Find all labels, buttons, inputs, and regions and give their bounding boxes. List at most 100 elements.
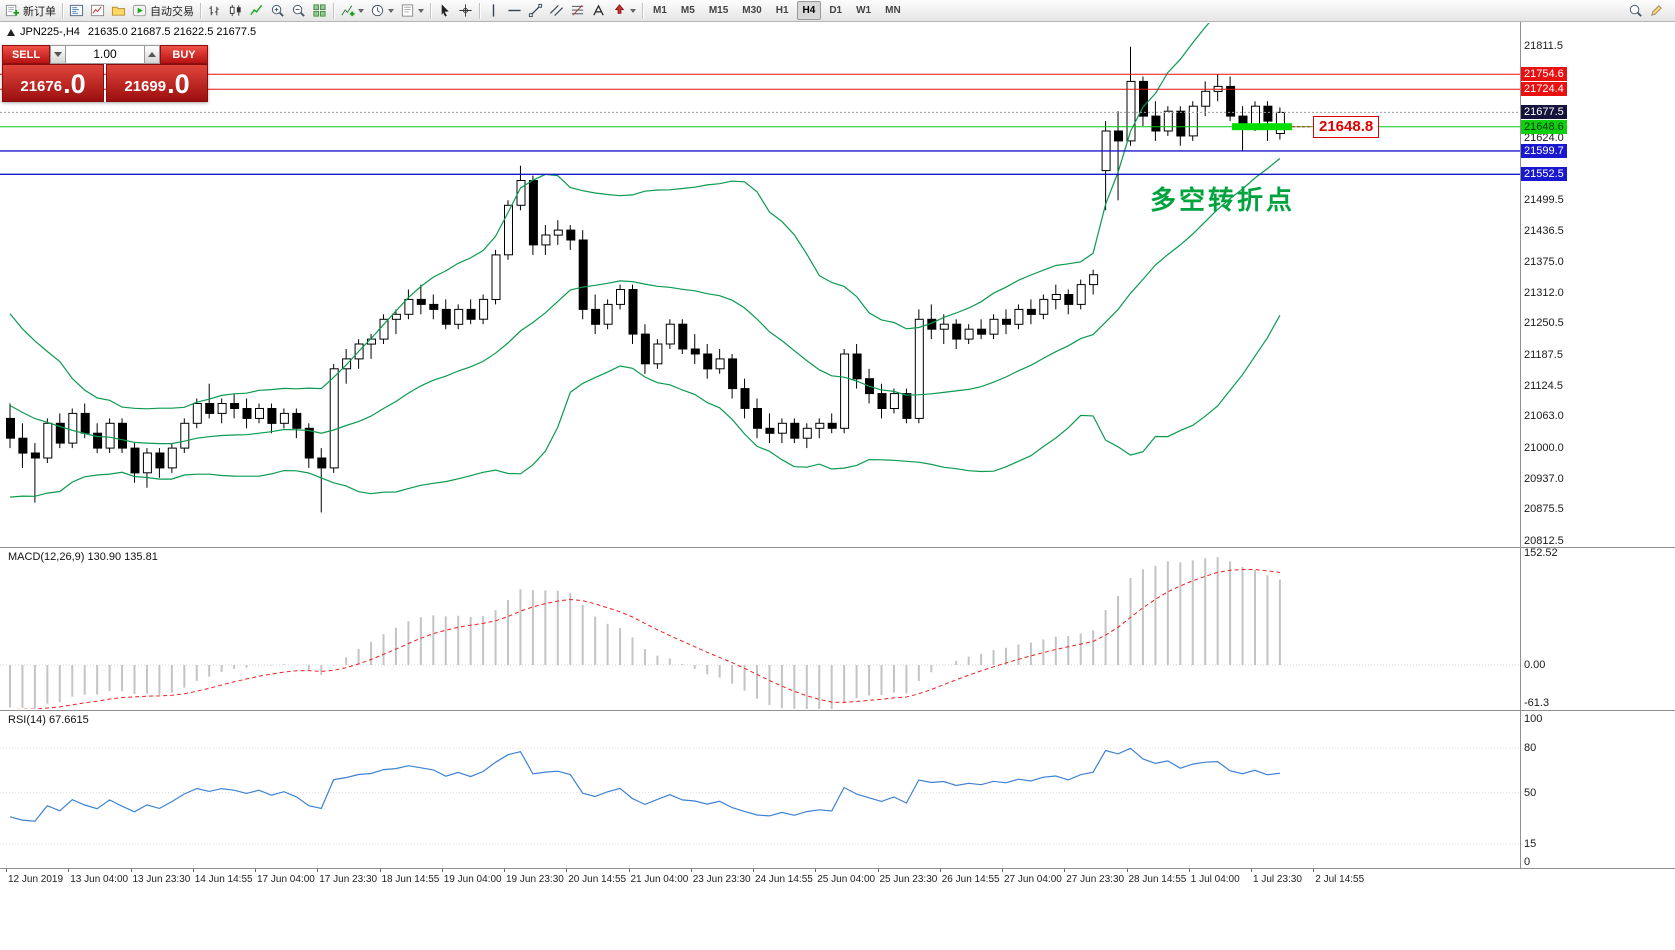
- ohlc-values: 21635.0 21687.5 21622.5 21677.5: [87, 26, 257, 38]
- market-depth-button[interactable]: [67, 1, 86, 20]
- new-order-button[interactable]: 新订单: [3, 1, 58, 20]
- templates-button[interactable]: [398, 1, 426, 20]
- volume-increase-button[interactable]: [144, 45, 160, 64]
- buy-price-display[interactable]: 21699 .0: [106, 64, 208, 102]
- time-axis-tick: [877, 869, 879, 872]
- buy-button[interactable]: BUY: [160, 45, 208, 64]
- time-axis-label: 13 Jun 23:30: [132, 874, 191, 885]
- time-axis-tick: [255, 869, 256, 872]
- timeframe-m15-button[interactable]: M15: [708, 5, 729, 16]
- time-axis-tick: [1188, 869, 1190, 872]
- rsi-scale-label: 50: [1524, 786, 1537, 799]
- timeframe-h1-button[interactable]: H1: [775, 5, 789, 16]
- price-scale-label: 21499.5: [1524, 194, 1564, 207]
- cursor-button[interactable]: [435, 1, 454, 20]
- vertical-line-button[interactable]: [484, 1, 503, 20]
- bar-chart-button[interactable]: [205, 1, 224, 20]
- price-scale-badge-blue: 21599.7: [1521, 143, 1567, 158]
- zoom-out-button[interactable]: [289, 1, 308, 20]
- timeframe-m5-button[interactable]: M5: [680, 5, 695, 16]
- tile-windows-button[interactable]: [310, 1, 329, 20]
- price-scale-badge-green: 21648.6: [1521, 119, 1567, 134]
- timeframe-d1-button[interactable]: D1: [829, 5, 843, 16]
- rsi-scale-label: 0: [1524, 856, 1531, 868]
- equidistant-channel-button[interactable]: [547, 1, 566, 20]
- highlight-segment[interactable]: [1232, 123, 1292, 131]
- time-axis-label: 21 Jun 04:00: [630, 874, 689, 885]
- time-axis-tick: [939, 869, 941, 872]
- price-scale-label: 21624.0: [1524, 132, 1564, 145]
- volume-decrease-button[interactable]: [50, 45, 66, 64]
- price-scale-badge-blue: 21552.5: [1521, 167, 1567, 182]
- text-icon: [593, 4, 604, 16]
- time-axis-tick: [6, 869, 7, 872]
- macd-scale[interactable]: 152.52 0.00 -61.3: [1521, 0, 1674, 950]
- vline-icon: [492, 4, 495, 17]
- horizontal-line-button[interactable]: [505, 1, 524, 20]
- timeframe-m1-button[interactable]: M1: [653, 5, 667, 16]
- rsi-scale-label: 100: [1524, 713, 1543, 725]
- quick-draw-button[interactable]: [1647, 1, 1666, 20]
- arrows-button[interactable]: [610, 1, 638, 20]
- time-axis-tick: [1126, 869, 1128, 872]
- autotrading-button-label: 自动交易: [150, 5, 194, 18]
- time-axis-tick: [68, 869, 70, 872]
- line-chart-button[interactable]: [247, 1, 266, 20]
- panel-separator-main-macd[interactable]: [0, 547, 1675, 548]
- price-scale-label: 21124.5: [1524, 379, 1563, 392]
- profiles-button[interactable]: [109, 1, 128, 20]
- time-axis-tick: [815, 869, 817, 872]
- time-axis-tick: [753, 869, 754, 872]
- text-tool-button[interactable]: [589, 1, 608, 20]
- timeframe-mn-button[interactable]: MN: [885, 5, 901, 16]
- time-axis-tick: [130, 869, 132, 872]
- new-chart-button[interactable]: [88, 1, 107, 20]
- timeframe-w1-button[interactable]: W1: [856, 5, 872, 16]
- price-scale[interactable]: 21811.5 21624.0 21499.5 21436.5 21375.0 21312…: [1521, 0, 1674, 950]
- sell-price-display[interactable]: 21676 .0: [2, 64, 104, 102]
- main-toolbar: 新订单 自动交易 M1 M5 M15 M30 H1 H4 D1 W1 MN: [0, 0, 1675, 22]
- time-axis-tick: [1064, 869, 1066, 872]
- timeframe-m30-button[interactable]: M30: [742, 5, 762, 16]
- zoom-in-icon: [271, 4, 284, 17]
- timeframe-h4-button[interactable]: H4: [796, 1, 822, 20]
- price-tag-label[interactable]: 21648.8: [1313, 116, 1380, 138]
- rsi-scale[interactable]: 100 80 50 15 0: [1521, 0, 1674, 950]
- time-axis-tick: [1251, 869, 1252, 872]
- hline-icon: [508, 9, 521, 12]
- linechart-icon: [250, 4, 263, 16]
- time-axis-label: 17 Jun 04:00: [257, 874, 315, 885]
- autotrading-button[interactable]: 自动交易: [130, 1, 196, 20]
- time-axis[interactable]: 12 Jun 2019 13 Jun 04:00 13 Jun 23:30 14 Ju…: [0, 0, 1520, 950]
- chart-annotation-text: 多空转折点: [1150, 185, 1296, 215]
- bars-icon: [209, 5, 219, 16]
- fibonacci-button[interactable]: [568, 1, 587, 20]
- rsi-layer: [0, 747, 1520, 845]
- crosshair-button[interactable]: [456, 1, 475, 20]
- crosshair-icon: [459, 4, 472, 17]
- time-axis-label: 1 Jul 23:30: [1253, 874, 1302, 885]
- search-button[interactable]: [1626, 1, 1645, 20]
- time-axis-label: 27 Jun 23:30: [1066, 874, 1125, 885]
- fibo-icon: [571, 5, 584, 16]
- zoom-in-button[interactable]: [268, 1, 287, 20]
- symbol-period-label: JPN225-,H4: [20, 26, 80, 38]
- depth-icon: [69, 4, 84, 17]
- price-scale-label: 21250.5: [1524, 317, 1564, 330]
- sell-button[interactable]: SELL: [2, 45, 50, 64]
- chart-symbol-header: JPN225-,H4 21635.0 21687.5 21622.5 21677…: [7, 26, 264, 38]
- search-icon: [1629, 4, 1642, 17]
- dropdown-arrow-icon: [388, 8, 394, 13]
- toolbar-separator: [333, 2, 334, 19]
- volume-input[interactable]: 1.00: [66, 45, 144, 64]
- trendline-button[interactable]: [526, 1, 545, 20]
- periods-button[interactable]: [368, 1, 396, 20]
- price-scale-label: 21375.0: [1524, 255, 1564, 268]
- candlestick-chart-button[interactable]: [226, 1, 245, 20]
- panel-separator-macd-rsi[interactable]: [0, 710, 1675, 711]
- trade-prices-row: 21676 .0 21699 .0: [2, 64, 208, 102]
- macd-scale-label: 0.00: [1524, 659, 1546, 671]
- indicators-button[interactable]: [338, 1, 366, 20]
- time-axis-tick: [566, 869, 568, 872]
